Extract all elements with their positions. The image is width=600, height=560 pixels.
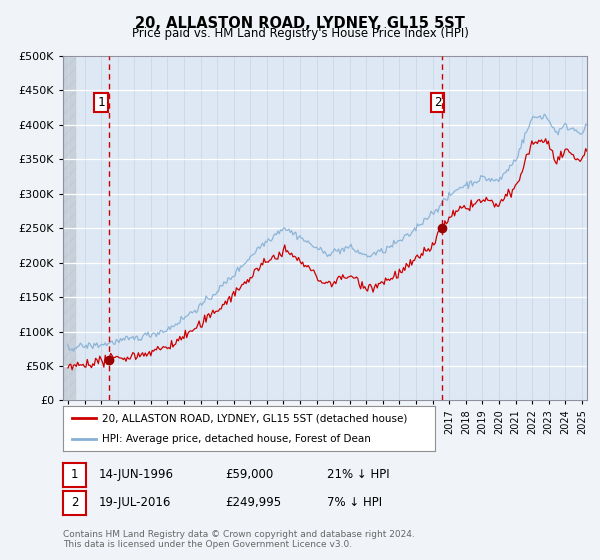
Text: 2: 2: [71, 496, 78, 510]
Text: 1: 1: [71, 468, 78, 482]
Text: 20, ALLASTON ROAD, LYDNEY, GL15 5ST (detached house): 20, ALLASTON ROAD, LYDNEY, GL15 5ST (det…: [102, 413, 407, 423]
Text: 7% ↓ HPI: 7% ↓ HPI: [327, 496, 382, 510]
Text: 19-JUL-2016: 19-JUL-2016: [99, 496, 172, 510]
Text: Contains HM Land Registry data © Crown copyright and database right 2024.: Contains HM Land Registry data © Crown c…: [63, 530, 415, 539]
Bar: [63, 56, 76, 400]
Text: 2: 2: [434, 96, 442, 109]
Text: This data is licensed under the Open Government Licence v3.0.: This data is licensed under the Open Gov…: [63, 540, 352, 549]
Text: HPI: Average price, detached house, Forest of Dean: HPI: Average price, detached house, Fore…: [102, 433, 371, 444]
Text: 20, ALLASTON ROAD, LYDNEY, GL15 5ST: 20, ALLASTON ROAD, LYDNEY, GL15 5ST: [135, 16, 465, 31]
Text: £59,000: £59,000: [225, 468, 273, 482]
Text: 1: 1: [97, 96, 105, 109]
Text: Price paid vs. HM Land Registry's House Price Index (HPI): Price paid vs. HM Land Registry's House …: [131, 27, 469, 40]
Text: £249,995: £249,995: [225, 496, 281, 510]
Text: 21% ↓ HPI: 21% ↓ HPI: [327, 468, 389, 482]
Text: 14-JUN-1996: 14-JUN-1996: [99, 468, 174, 482]
